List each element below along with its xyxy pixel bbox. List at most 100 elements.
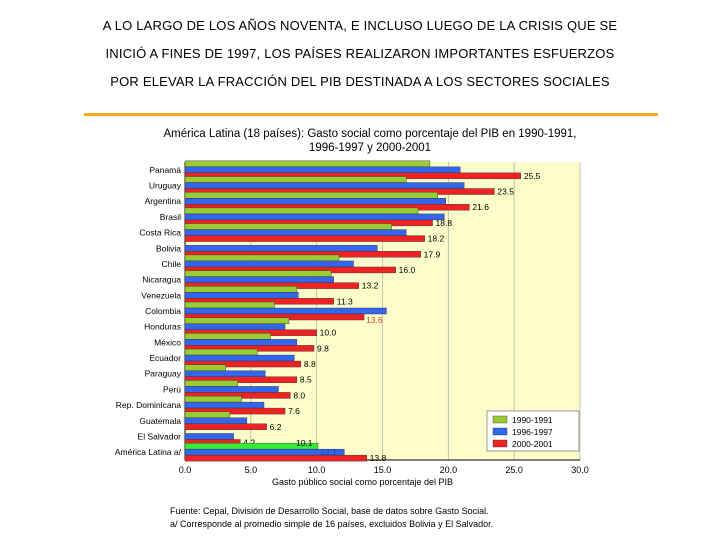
data-label: 16.0 [399, 265, 416, 275]
legend-swatch [492, 427, 508, 436]
category-label: Uruguay [149, 181, 182, 191]
category-label: Honduras [144, 322, 181, 332]
data-label: 8.8 [304, 359, 316, 369]
bar [184, 386, 279, 393]
data-label: 6.2 [270, 422, 282, 432]
category-label: México [154, 337, 181, 347]
bar [184, 207, 419, 215]
data-label: 10.0 [320, 328, 337, 338]
x-tick-label: 20.0 [440, 465, 458, 475]
category-label: Panamá [149, 165, 181, 175]
bar [184, 182, 465, 189]
bar [184, 360, 302, 368]
data-label: 17.9 [424, 249, 441, 259]
x-tick-label: 0.0 [179, 465, 192, 475]
category-label: Ecuador [149, 353, 181, 363]
bar [184, 229, 407, 236]
bar [184, 348, 258, 356]
bar [184, 260, 354, 268]
bar [184, 223, 392, 230]
data-label: 13.8 [370, 453, 387, 463]
data-label: 13.2 [362, 281, 379, 291]
bar [184, 411, 230, 418]
headline-line-3: POR ELEVAR LA FRACCIÓN DEL PIB DESTINADA… [110, 74, 610, 89]
category-label: Brasil [160, 212, 181, 222]
data-label: 7.6 [288, 406, 300, 416]
data-label: 23.5 [497, 187, 514, 197]
bar [184, 376, 298, 383]
bar [184, 423, 267, 430]
chart-title: América Latina (18 países): Gasto social… [163, 128, 577, 154]
category-label: Paraguay [145, 369, 182, 379]
category-label: Colombia [145, 306, 181, 316]
category-label: Guatemala [139, 416, 181, 426]
category-label: Costa Rica [139, 228, 181, 238]
data-label: 12.1 [320, 447, 337, 457]
x-axis-label: Gasto público social como porcentaje del… [272, 477, 453, 487]
category-label: Perú [163, 384, 181, 394]
data-label: 13.6 [366, 315, 383, 325]
data-label: 10.1 [296, 438, 313, 448]
bar [184, 364, 227, 371]
data-label: 18.2 [428, 234, 445, 244]
category-label: Rep. Dominicana [116, 400, 181, 410]
bar [184, 333, 271, 340]
headline-line-1: A LO LARGO DE LOS AÑOS NOVENTA, E INCLUS… [102, 18, 618, 33]
bar [184, 401, 265, 409]
data-label: 25.5 [524, 171, 541, 181]
bar [184, 323, 286, 330]
x-tick-label: 10.0 [308, 465, 326, 475]
category-label: Nicaragua [142, 275, 181, 285]
bar [184, 354, 295, 362]
category-label: Argentina [145, 196, 182, 206]
bar [184, 192, 439, 199]
data-label: 21.6 [472, 202, 489, 212]
bar [184, 417, 248, 424]
bar [184, 160, 431, 168]
legend-label: 1996-1997 [512, 427, 553, 437]
bar [184, 317, 290, 324]
category-label: Chile [162, 259, 182, 269]
x-tick-label: 30.0 [571, 465, 589, 475]
bar [184, 254, 340, 262]
bar [184, 286, 298, 293]
bar [184, 245, 378, 252]
data-label: 9.8 [317, 343, 329, 353]
x-tick-label: 15.0 [374, 465, 392, 475]
data-label: 11.3 [337, 296, 353, 306]
bar [184, 292, 299, 299]
bar [184, 380, 238, 387]
x-tick-label: 5.0 [245, 465, 258, 475]
bar [184, 198, 446, 205]
data-label: 8.5 [300, 375, 312, 385]
data-label: 8.0 [293, 390, 305, 400]
bar [184, 407, 286, 415]
bar [184, 166, 461, 174]
accent-rule [84, 113, 658, 116]
bar [184, 235, 425, 242]
category-label: Venezuela [141, 290, 181, 300]
footnote-note: a/ Corresponde al promedio simple de 16 … [170, 519, 494, 529]
bar [184, 176, 407, 183]
bar [184, 339, 298, 346]
category-label: América Latina a/ [115, 447, 182, 457]
data-label: 18.8 [436, 218, 453, 228]
bar [184, 307, 387, 315]
legend-swatch [492, 439, 508, 448]
x-tick-label: 25.0 [505, 465, 523, 475]
bar [184, 395, 242, 403]
legend-label: 1990-1991 [512, 415, 553, 425]
legend-label: 2000-2001 [512, 439, 553, 449]
bar [184, 213, 445, 221]
category-label: Bolivia [156, 243, 181, 253]
legend-swatch [492, 415, 508, 424]
data-label: 4.2 [243, 437, 255, 447]
footnote-source: Fuente: Cepal, División de Desarrollo So… [170, 506, 489, 516]
bar [184, 301, 275, 309]
bar [184, 276, 334, 283]
bar [184, 433, 234, 440]
headline-line-2: INICIÓ A FINES DE 1997, LOS PAÍSES REALI… [105, 46, 615, 61]
bar [184, 370, 266, 377]
bar [184, 270, 332, 277]
